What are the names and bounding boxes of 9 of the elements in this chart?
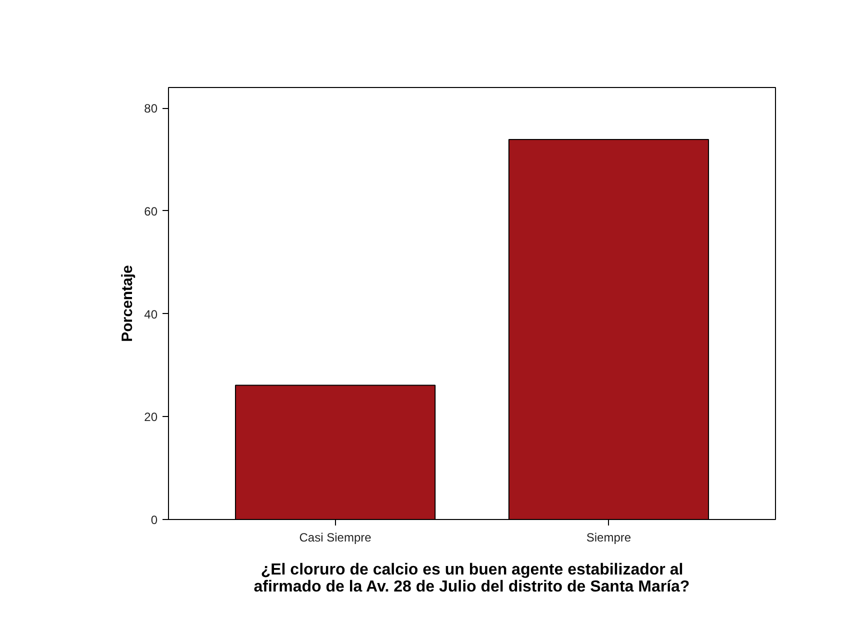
y-tick-label: 80	[144, 102, 158, 116]
y-tick-label: 0	[150, 513, 158, 527]
y-tick-label: 60	[144, 204, 158, 218]
x-axis-title: ¿El cloruro de calcio es un buen agente estabilizador al afirmado de la Av. 28 de Julio del distrito de Santa María?	[254, 562, 690, 596]
y-axis-title: Porcentaje	[119, 265, 136, 342]
x-tick-label: Siempre	[586, 530, 632, 544]
x-tick-label: Casi Siempre	[299, 530, 372, 544]
y-tick-label: 20	[144, 410, 158, 424]
y-tick-label: 40	[144, 307, 158, 322]
